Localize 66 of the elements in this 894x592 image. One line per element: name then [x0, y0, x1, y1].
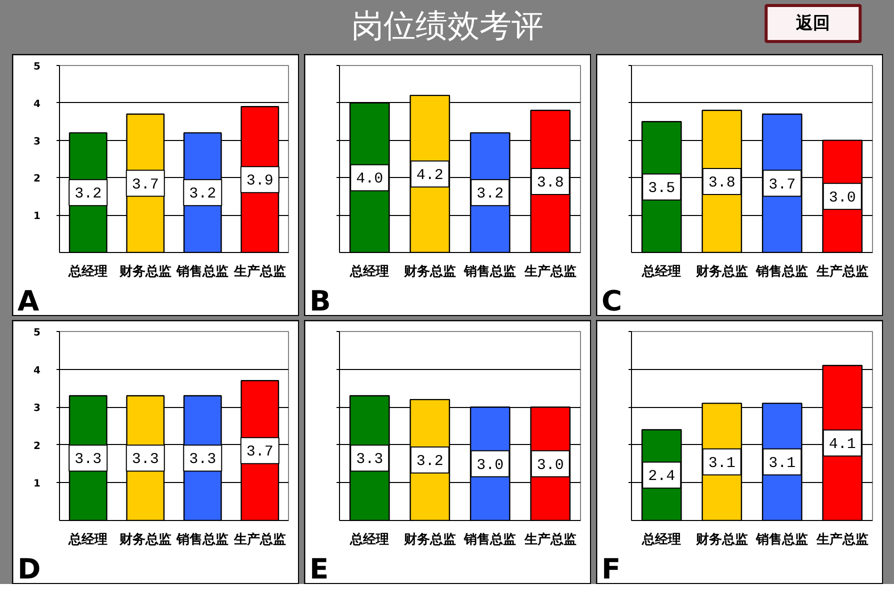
x-tick-label: 财务总监 [118, 532, 172, 548]
x-tick-label: 生产总监 [523, 264, 576, 280]
data-label: 4.2 [416, 166, 444, 184]
x-tick-label: 财务总监 [402, 532, 456, 548]
y-tick-label: 5 [34, 62, 41, 72]
data-label: 3.2 [189, 186, 216, 203]
x-tick-label: 财务总监 [402, 264, 456, 280]
y-tick-label: 3 [34, 136, 41, 148]
data-label: 2.4 [648, 468, 676, 486]
x-tick-label: 生产总监 [232, 532, 286, 548]
text: 岗位绩效考评 [352, 6, 544, 44]
x-tick-label: 销售总监 [755, 264, 808, 280]
data-label: 4.1 [828, 436, 856, 454]
y-tick-label: 2 [34, 174, 41, 185]
x-tick-label: 总经理 [68, 264, 108, 280]
x-tick-label: 总经理 [641, 532, 682, 548]
data-label: 4.0 [356, 170, 384, 188]
data-label: 3.7 [132, 176, 159, 194]
text: B [310, 284, 331, 318]
y-tick-label: 5 [34, 328, 41, 338]
data-label: 3.9 [246, 172, 274, 190]
x-tick-label: 总经理 [349, 532, 390, 548]
text: F [602, 552, 621, 586]
x-tick-label: 销售总监 [463, 264, 516, 280]
x-tick-label: 总经理 [68, 532, 108, 548]
data-label: 3.2 [74, 186, 102, 203]
text: C [602, 284, 622, 318]
y-tick-label: 2 [34, 440, 41, 452]
data-label: 3.1 [768, 454, 796, 472]
x-tick-label: 总经理 [641, 264, 682, 280]
x-tick-label: 财务总监 [694, 532, 748, 548]
x-tick-label: 销售总监 [176, 264, 229, 280]
data-label: 3.3 [74, 451, 102, 468]
x-tick-label: 财务总监 [118, 264, 172, 280]
data-label: 3.7 [246, 444, 274, 461]
x-tick-label: 生产总监 [815, 532, 868, 548]
data-label: 3.2 [476, 186, 504, 203]
x-tick-label: 生产总监 [523, 532, 576, 548]
text: 返回 [795, 14, 830, 34]
x-tick-label: 销售总监 [463, 532, 516, 548]
data-label: 3.8 [708, 174, 736, 192]
data-label: 3.3 [356, 451, 384, 468]
y-tick-label: 1 [34, 478, 41, 490]
x-tick-label: 生产总监 [232, 264, 286, 280]
x-tick-label: 销售总监 [176, 532, 229, 548]
y-tick-label: 4 [34, 98, 41, 110]
data-label: 3.0 [536, 456, 564, 474]
x-tick-label: 生产总监 [815, 264, 868, 280]
data-label: 3.3 [132, 451, 159, 468]
y-tick-label: 4 [34, 365, 41, 376]
text: D [18, 552, 41, 586]
data-label: 3.5 [648, 180, 676, 198]
x-tick-label: 总经理 [349, 264, 390, 280]
data-label: 3.0 [476, 456, 504, 474]
data-label: 3.2 [416, 453, 444, 470]
y-tick-label: 3 [34, 403, 41, 414]
text: E [310, 552, 329, 586]
text: A [18, 284, 40, 318]
data-label: 3.8 [536, 174, 564, 192]
data-label: 3.1 [708, 454, 736, 472]
x-tick-label: 销售总监 [755, 532, 808, 548]
data-label: 3.0 [828, 189, 856, 206]
data-label: 3.3 [189, 451, 216, 468]
y-tick-label: 1 [34, 211, 41, 222]
data-label: 3.7 [768, 176, 796, 194]
x-tick-label: 财务总监 [694, 264, 748, 280]
